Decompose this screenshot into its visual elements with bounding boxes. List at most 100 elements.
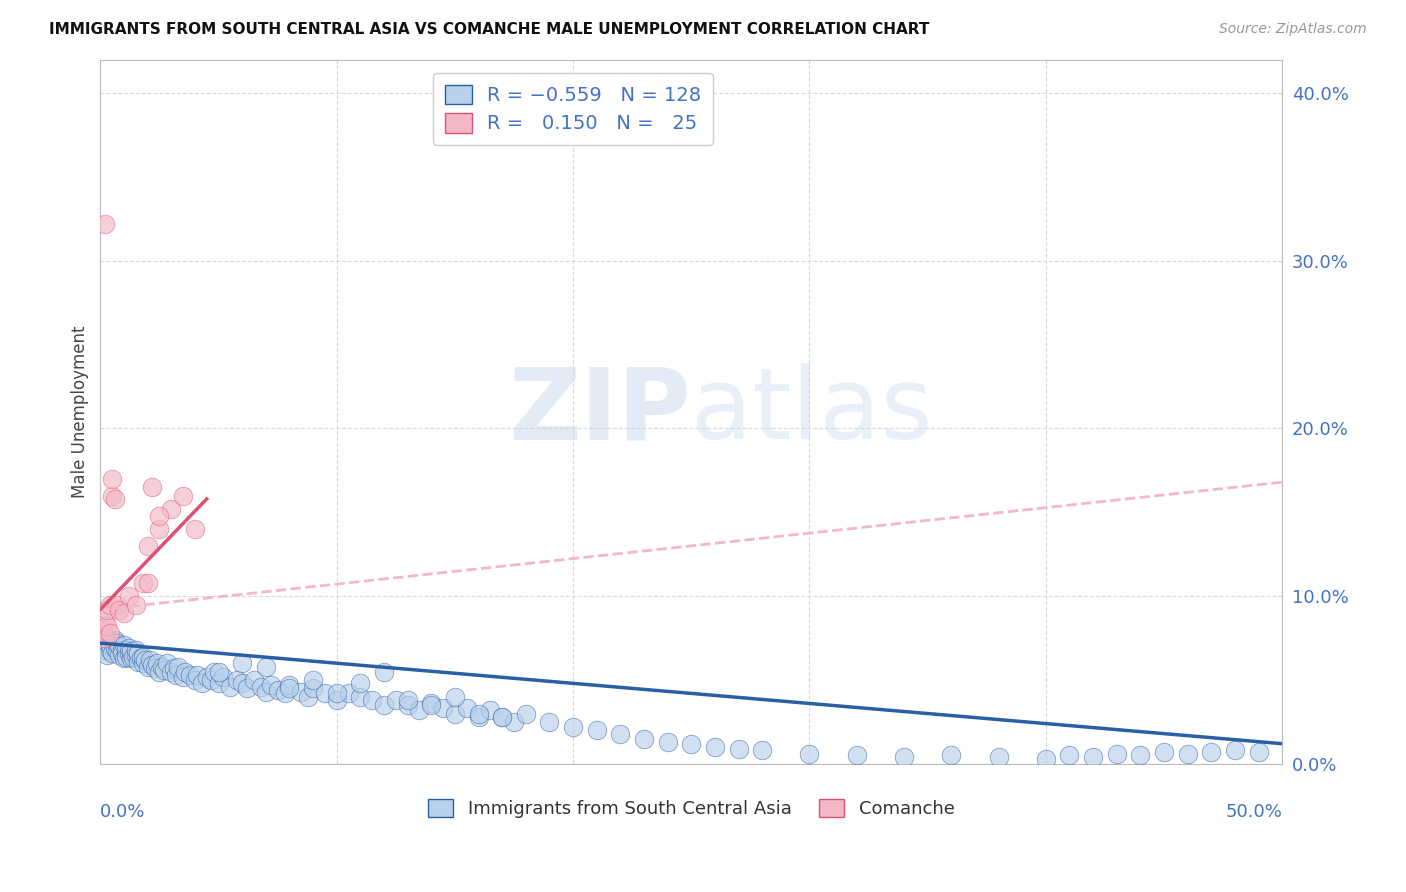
Point — [191, 676, 214, 690]
Point — [681, 737, 703, 751]
Point — [562, 720, 585, 734]
Point — [94, 631, 117, 645]
Point — [302, 673, 325, 687]
Point — [444, 706, 467, 721]
Point — [408, 703, 430, 717]
Point — [132, 649, 155, 664]
Point — [120, 651, 142, 665]
Point — [101, 646, 124, 660]
Point — [179, 668, 201, 682]
Point — [202, 665, 225, 679]
Point — [105, 636, 128, 650]
Point — [129, 651, 152, 665]
Point — [96, 602, 118, 616]
Point — [112, 638, 135, 652]
Point — [105, 644, 128, 658]
Point — [349, 690, 371, 704]
Text: 0.0%: 0.0% — [100, 803, 146, 821]
Point — [122, 649, 145, 664]
Point — [112, 651, 135, 665]
Point — [1035, 752, 1057, 766]
Point — [278, 678, 301, 692]
Point — [941, 748, 963, 763]
Point — [118, 646, 141, 660]
Point — [96, 631, 118, 645]
Point — [127, 655, 149, 669]
Point — [118, 641, 141, 656]
Point — [150, 659, 173, 673]
Text: ZIP: ZIP — [509, 363, 692, 460]
Point — [254, 659, 277, 673]
Point — [325, 686, 347, 700]
Point — [112, 606, 135, 620]
Point — [420, 698, 443, 713]
Point — [1201, 745, 1223, 759]
Point — [94, 636, 117, 650]
Point — [467, 706, 489, 721]
Point — [98, 626, 121, 640]
Point — [105, 598, 128, 612]
Point — [141, 657, 163, 672]
Point — [444, 690, 467, 704]
Legend: Immigrants from South Central Asia, Comanche: Immigrants from South Central Asia, Coma… — [420, 791, 962, 825]
Point — [98, 642, 121, 657]
Point — [103, 632, 125, 647]
Point — [101, 634, 124, 648]
Point — [160, 502, 183, 516]
Point — [751, 743, 773, 757]
Point — [259, 678, 281, 692]
Point — [1081, 750, 1104, 764]
Point — [132, 657, 155, 671]
Point — [799, 747, 821, 761]
Point — [148, 522, 170, 536]
Point — [385, 693, 408, 707]
Point — [250, 680, 273, 694]
Point — [491, 710, 513, 724]
Point — [200, 673, 222, 687]
Point — [165, 668, 187, 682]
Point — [727, 741, 749, 756]
Point — [195, 670, 218, 684]
Point — [609, 726, 631, 740]
Point — [1129, 748, 1152, 763]
Point — [845, 748, 868, 763]
Point — [231, 657, 253, 671]
Point — [633, 731, 655, 746]
Point — [432, 701, 454, 715]
Point — [1223, 743, 1246, 757]
Point — [297, 690, 319, 704]
Point — [91, 623, 114, 637]
Point — [491, 710, 513, 724]
Point — [1177, 747, 1199, 761]
Point — [134, 653, 156, 667]
Point — [236, 681, 259, 696]
Point — [94, 217, 117, 231]
Point — [337, 686, 360, 700]
Point — [349, 676, 371, 690]
Text: IMMIGRANTS FROM SOUTH CENTRAL ASIA VS COMANCHE MALE UNEMPLOYMENT CORRELATION CHA: IMMIGRANTS FROM SOUTH CENTRAL ASIA VS CO… — [49, 22, 929, 37]
Point — [155, 657, 177, 671]
Point — [127, 646, 149, 660]
Point — [373, 698, 395, 713]
Point — [219, 680, 242, 694]
Point — [657, 735, 679, 749]
Point — [148, 508, 170, 523]
Point — [1059, 748, 1081, 763]
Point — [148, 665, 170, 679]
Point — [136, 659, 159, 673]
Point — [207, 665, 229, 679]
Point — [115, 649, 138, 664]
Point — [243, 673, 266, 687]
Text: Source: ZipAtlas.com: Source: ZipAtlas.com — [1219, 22, 1367, 37]
Point — [118, 589, 141, 603]
Point — [91, 640, 114, 654]
Point — [184, 522, 207, 536]
Point — [143, 661, 166, 675]
Point — [479, 703, 502, 717]
Point — [266, 683, 288, 698]
Text: atlas: atlas — [692, 363, 934, 460]
Point — [172, 670, 194, 684]
Point — [98, 638, 121, 652]
Point — [160, 665, 183, 679]
Point — [325, 693, 347, 707]
